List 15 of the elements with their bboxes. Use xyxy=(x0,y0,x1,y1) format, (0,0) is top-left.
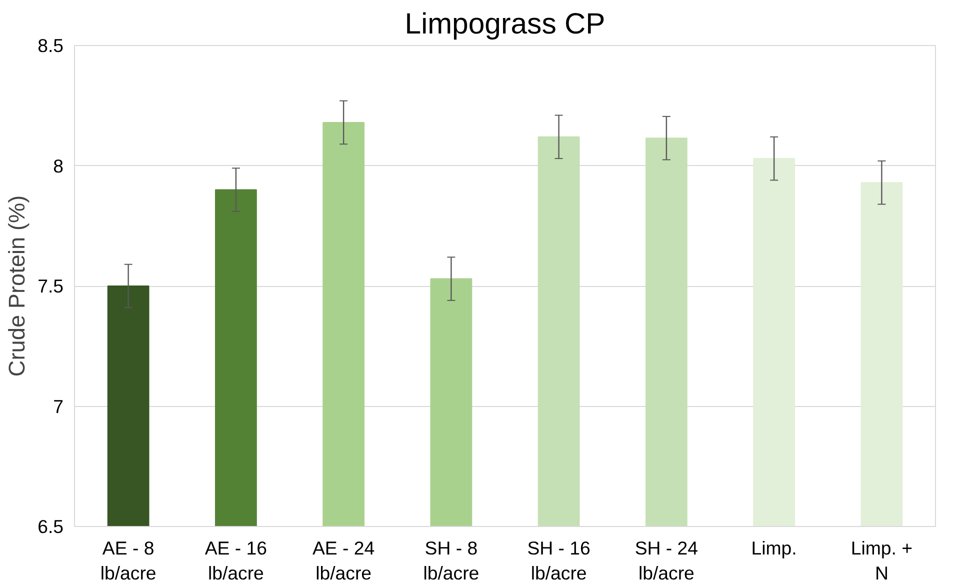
x-tick-label: Limp. + N xyxy=(850,538,913,584)
x-tick-label: Limp. xyxy=(751,538,797,558)
x-tick-label: SH - 24 lb/acre xyxy=(634,538,698,584)
x-tick-label: AE - 16 lb/acre xyxy=(204,538,268,584)
y-tick-label: 7.5 xyxy=(38,276,64,296)
x-tick-label: AE - 24 lb/acre xyxy=(312,538,375,584)
y-tick-label: 6.5 xyxy=(38,516,64,537)
x-tick-label: SH - 16 lb/acre xyxy=(527,538,590,584)
y-axis-title: Crude Protein (%) xyxy=(4,195,30,377)
x-tick-label: AE - 8 lb/acre xyxy=(100,538,156,584)
y-tick-label: 7 xyxy=(53,396,64,417)
y-tick-label: 8.5 xyxy=(38,35,64,56)
x-tick-label: SH - 8 lb/acre xyxy=(423,538,480,584)
chart-title: Limpograss CP xyxy=(404,8,606,40)
y-tick-label: 8 xyxy=(53,155,64,176)
